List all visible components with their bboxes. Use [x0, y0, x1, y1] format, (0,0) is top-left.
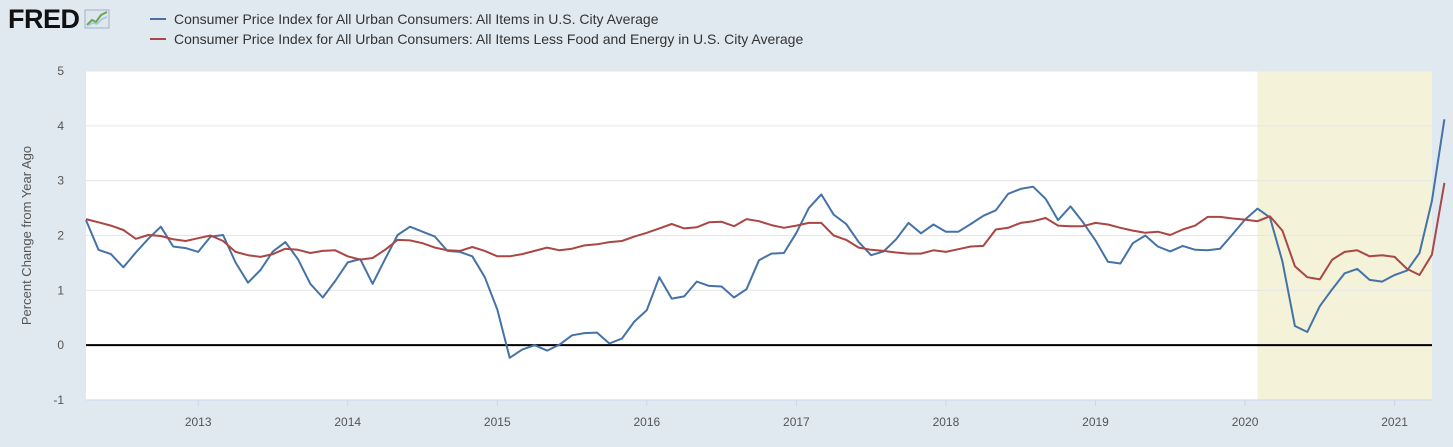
y-tick-label: 2: [57, 229, 64, 243]
y-tick-label: 4: [57, 119, 64, 133]
series-line-cpi-core[interactable]: [85, 182, 1446, 281]
legend-label-cpi-core: Consumer Price Index for All Urban Consu…: [174, 31, 804, 47]
x-tick-label: 2014: [334, 415, 361, 429]
y-tick-label: 0: [57, 338, 64, 352]
x-tick-label: 2017: [783, 415, 810, 429]
y-tick-label: 1: [57, 283, 64, 297]
x-tick-label: 2015: [484, 415, 511, 429]
x-tick-label: 2013: [185, 415, 212, 429]
x-tick-label: 2020: [1232, 415, 1259, 429]
legend-item-cpi-core[interactable]: Consumer Price Index for All Urban Consu…: [150, 29, 803, 49]
x-tick-label: 2021: [1381, 415, 1408, 429]
legend-swatch-cpi-core: [150, 38, 166, 40]
chart-legend: Consumer Price Index for All Urban Consu…: [150, 9, 803, 49]
legend-item-cpi-all[interactable]: Consumer Price Index for All Urban Consu…: [150, 9, 803, 29]
series-line-cpi-all-items[interactable]: [85, 119, 1446, 359]
y-tick-label: -1: [53, 393, 64, 407]
y-tick-label: 3: [57, 174, 64, 188]
fred-logo-text: FRED: [8, 4, 80, 34]
x-tick-label: 2019: [1082, 415, 1109, 429]
legend-swatch-cpi-all: [150, 18, 166, 20]
legend-label-cpi-all: Consumer Price Index for All Urban Consu…: [174, 11, 659, 27]
fred-logo[interactable]: FRED: [8, 4, 110, 34]
x-tick-label: 2016: [633, 415, 660, 429]
chart-line-icon: [84, 9, 109, 29]
x-tick-label: 2018: [933, 415, 960, 429]
y-tick-label: 5: [57, 64, 64, 78]
y-axis-label: Percent Change from Year Ago: [19, 146, 34, 325]
